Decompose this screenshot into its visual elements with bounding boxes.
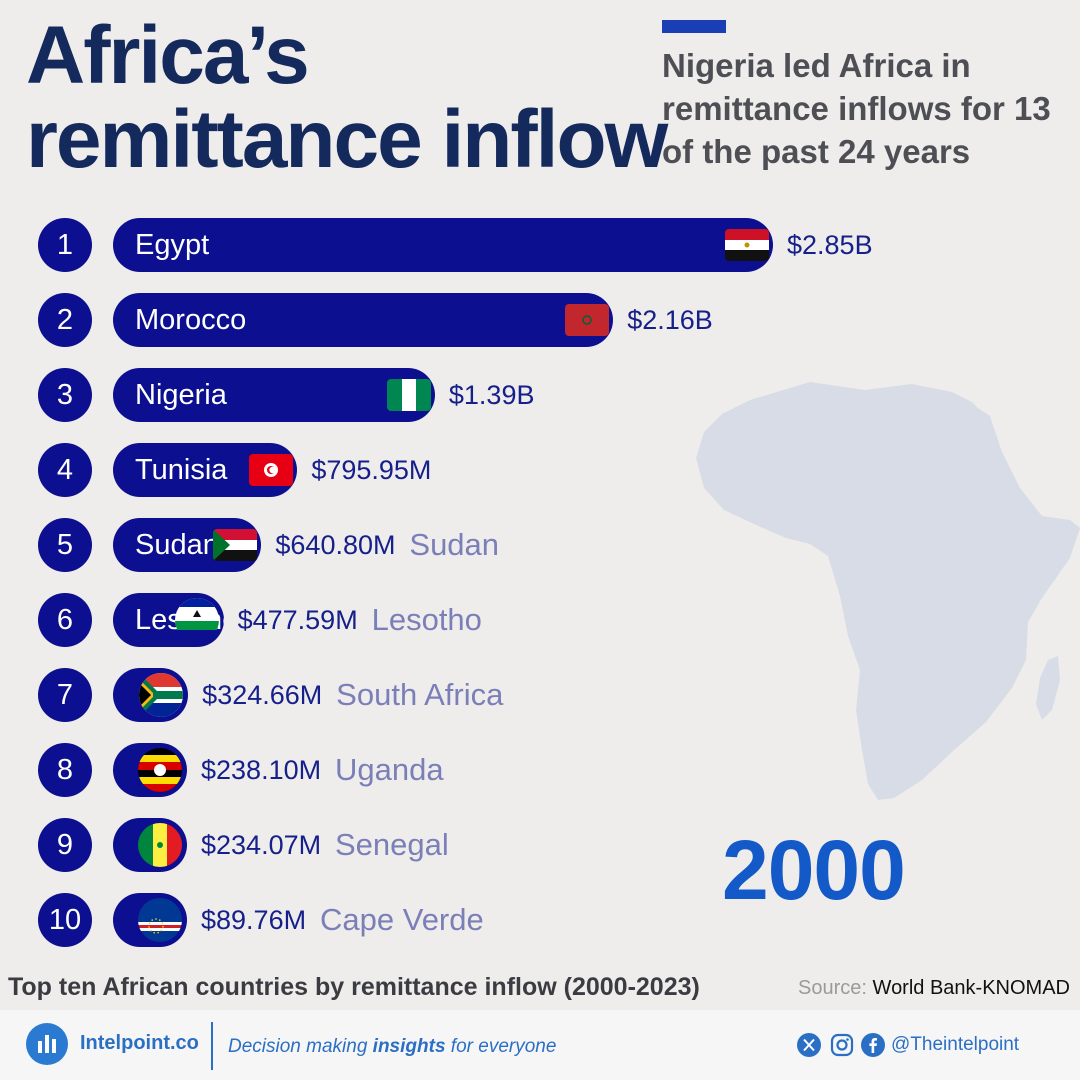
bar-row-nigeria: 3 Nigeria $1.39B	[0, 368, 1080, 422]
country-name-label: South Africa	[336, 677, 504, 712]
intelpoint-logo-icon[interactable]	[26, 1023, 68, 1065]
value-label: $477.59M	[237, 605, 358, 635]
south-africa-flag-icon	[139, 673, 184, 717]
rank-badge: 5	[38, 518, 92, 572]
value-label: $89.76M	[201, 905, 307, 935]
rank-badge: 2	[38, 293, 92, 347]
bar-row-south-africa: 7 $324.66M South Africa	[0, 668, 1080, 722]
value-label: $324.66M	[202, 680, 323, 710]
subtitle: Nigeria led Africa in remittance inflows…	[662, 47, 1051, 170]
bar-label: Egypt	[135, 229, 210, 261]
bar-row-uganda: 8 $238.10M Uganda	[0, 743, 1080, 797]
rank-badge: 7	[38, 668, 92, 722]
rank-badge: 10	[38, 893, 92, 947]
country-name-label: Cape Verde	[320, 902, 484, 937]
rank-badge: 3	[38, 368, 92, 422]
bar-row-senegal: 9 $234.07M Senegal	[0, 818, 1080, 872]
value-label: $640.80M	[275, 530, 396, 560]
source-label: Source:	[798, 977, 867, 999]
source-note: Source: World Bank-KNOMAD	[798, 977, 1070, 1000]
tagline: Decision making insights for everyone	[228, 1036, 556, 1058]
rank-badge: 8	[38, 743, 92, 797]
bar-chart: 1 Egypt $2.85B 2 Morocco $2.16B 3 Nigeria $1.39B…	[0, 218, 1080, 947]
title-line-1: Africa’s	[26, 10, 310, 101]
bar-label: Nigeria	[135, 379, 227, 411]
bar-row-egypt: 1 Egypt $2.85B	[0, 218, 1080, 272]
sudan-flag-icon	[213, 529, 258, 561]
source-value: World Bank-KNOMAD	[872, 977, 1070, 999]
country-name-label: Lesotho	[371, 602, 482, 637]
instagram-icon[interactable]	[830, 1033, 854, 1057]
bar-row-sudan: 5 Sudan $640.80M Sudan	[0, 518, 1080, 572]
rank-badge: 6	[38, 593, 92, 647]
country-name-label: Sudan	[409, 527, 500, 562]
value-label: $1.39B	[448, 380, 535, 410]
nigeria-flag-icon	[386, 379, 431, 411]
country-name-label: Senegal	[335, 827, 449, 862]
bar-label: Sudan	[135, 529, 219, 561]
tagline-bold: insights	[372, 1036, 446, 1057]
chart-caption: Top ten African countries by remittance …	[8, 973, 700, 1001]
tagline-suffix: for everyone	[445, 1036, 557, 1057]
rank-badge: 4	[38, 443, 92, 497]
social-handle[interactable]: @Theintelpoint	[891, 1034, 1020, 1055]
bar-nigeria: Nigeria	[113, 368, 435, 422]
uganda-flag-icon	[138, 748, 182, 792]
bar-label: Tunisia	[135, 454, 228, 486]
value-label: $795.95M	[311, 455, 432, 485]
facebook-icon[interactable]	[861, 1033, 885, 1057]
footer: Intelpoint.co Decision making insights f…	[0, 1010, 1080, 1080]
morocco-flag-icon	[565, 304, 610, 336]
year-label: 2000	[722, 823, 906, 917]
x-icon[interactable]	[797, 1033, 821, 1057]
bar-egypt: Egypt	[113, 218, 773, 272]
africa-map-icon	[696, 382, 1080, 800]
value-label: $238.10M	[201, 755, 322, 785]
egypt-flag-icon	[725, 229, 769, 261]
bar-label: Morocco	[135, 304, 247, 336]
rank-badge: 9	[38, 818, 92, 872]
subtitle-accent-bar	[662, 20, 726, 33]
title-line-2: remittance inflow	[26, 94, 668, 185]
senegal-flag-icon	[138, 823, 182, 867]
tunisia-flag-icon	[249, 454, 294, 486]
value-label: $234.07M	[201, 830, 322, 860]
brand-link[interactable]: Intelpoint.co	[80, 1032, 199, 1054]
value-label: $2.85B	[787, 230, 873, 260]
cape-verde-flag-icon	[138, 898, 182, 942]
bar-row-tunisia: 4 Tunisia $795.95M	[0, 443, 1080, 497]
footer-divider	[211, 1022, 213, 1070]
bar-morocco: Morocco	[113, 293, 614, 347]
country-name-label: Uganda	[335, 752, 444, 787]
page-title: Africa’s remittance inflow	[26, 10, 668, 185]
value-label: $2.16B	[627, 305, 713, 335]
rank-badge: 1	[38, 218, 92, 272]
lesotho-flag-icon	[174, 598, 219, 630]
bar-row-cape-verde: 10 $89.76M Cape Verde	[0, 893, 1080, 947]
bar-row-morocco: 2 Morocco $2.16B	[0, 293, 1080, 347]
tagline-prefix: Decision making	[228, 1036, 373, 1057]
